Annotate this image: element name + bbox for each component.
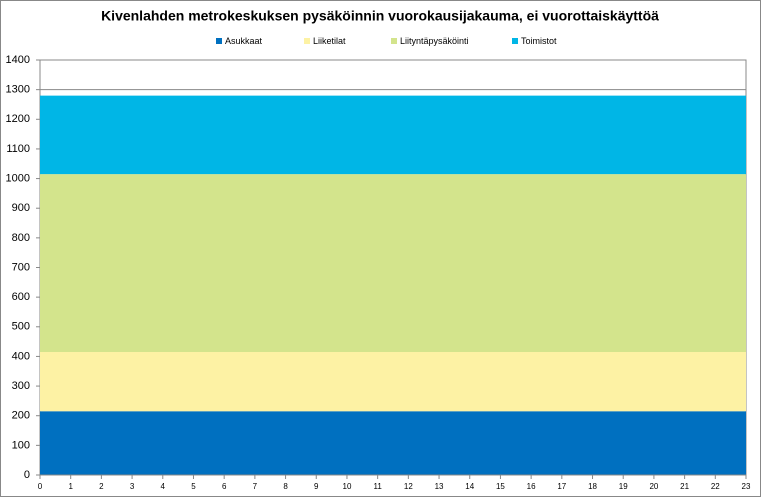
x-tick-label: 14 xyxy=(465,482,474,491)
legend-swatch xyxy=(391,38,397,44)
y-tick-label: 300 xyxy=(12,380,30,392)
x-tick-label: 22 xyxy=(711,482,720,491)
x-tick-label: 13 xyxy=(435,482,444,491)
y-tick-label: 1100 xyxy=(6,143,30,155)
legend-label: Liiketilat xyxy=(313,36,346,46)
chart-title: Kivenlahden metrokeskuksen pysäköinnin v… xyxy=(101,8,659,24)
x-tick-label: 20 xyxy=(649,482,658,491)
x-tick-label: 19 xyxy=(619,482,628,491)
area xyxy=(40,351,746,412)
x-tick-label: 9 xyxy=(314,482,319,491)
area xyxy=(40,95,746,175)
legend-label: Asukkaat xyxy=(225,36,263,46)
y-tick-label: 1000 xyxy=(6,172,30,184)
y-tick-label: 1300 xyxy=(6,84,30,96)
y-tick-label: 400 xyxy=(12,350,30,362)
x-tick-label: 3 xyxy=(130,482,135,491)
legend-swatch xyxy=(216,38,222,44)
legend-swatch xyxy=(304,38,310,44)
x-tick-label: 4 xyxy=(161,482,166,491)
legend-swatch xyxy=(512,38,518,44)
y-tick-label: 500 xyxy=(12,321,30,333)
y-tick-label: 200 xyxy=(12,410,30,422)
x-tick-label: 18 xyxy=(588,482,597,491)
x-tick-label: 21 xyxy=(680,482,689,491)
x-tick-label: 8 xyxy=(283,482,288,491)
y-tick-label: 100 xyxy=(12,439,30,451)
x-tick-label: 11 xyxy=(373,482,382,491)
x-tick-label: 0 xyxy=(38,482,43,491)
x-tick-label: 10 xyxy=(343,482,352,491)
y-tick-label: 1200 xyxy=(6,113,30,125)
y-tick-label: 800 xyxy=(12,232,30,244)
legend-label: Liityntäpysäköinti xyxy=(400,36,469,46)
y-tick-label: 700 xyxy=(12,261,30,273)
y-tick-label: 0 xyxy=(24,469,30,481)
y-tick-label: 600 xyxy=(12,291,30,303)
x-tick-label: 1 xyxy=(68,482,73,491)
y-tick-label: 900 xyxy=(12,202,30,214)
x-tick-label: 6 xyxy=(222,482,227,491)
x-tick-label: 5 xyxy=(191,482,196,491)
x-tick-label: 7 xyxy=(253,482,258,491)
y-tick-label: 1400 xyxy=(6,54,30,66)
x-tick-label: 17 xyxy=(557,482,566,491)
area xyxy=(40,411,746,475)
legend-label: Toimistot xyxy=(521,36,557,46)
area xyxy=(40,174,746,352)
x-tick-label: 12 xyxy=(404,482,413,491)
x-tick-label: 16 xyxy=(527,482,536,491)
x-tick-label: 15 xyxy=(496,482,505,491)
x-tick-label: 23 xyxy=(742,482,751,491)
x-tick-label: 2 xyxy=(99,482,104,491)
